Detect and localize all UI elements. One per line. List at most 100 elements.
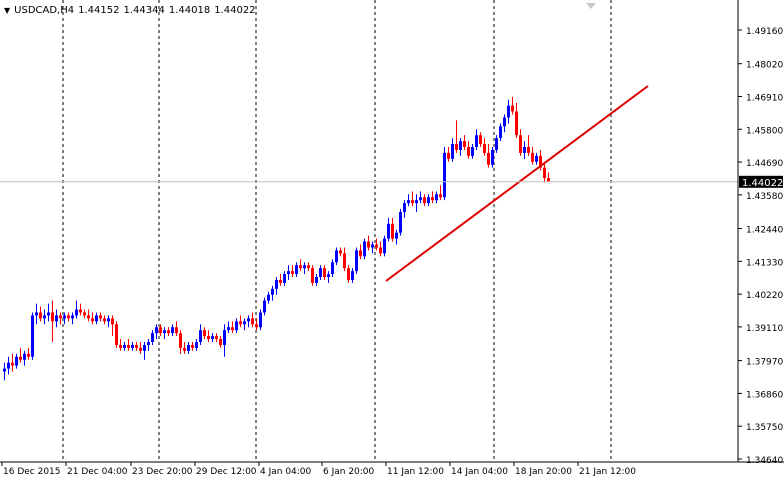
time-tick-label: 23 Dec 20:00: [132, 467, 193, 477]
candle-body: [271, 288, 274, 295]
candle-body: [403, 203, 406, 212]
candle: [499, 123, 502, 142]
candle-body: [323, 268, 326, 277]
candle: [219, 336, 222, 348]
candle-body: [127, 344, 130, 348]
candle-body: [463, 141, 466, 147]
price-tick-label: 1.37970: [746, 358, 783, 368]
candle-body: [443, 152, 446, 198]
candle: [371, 241, 374, 254]
candle-body: [227, 327, 230, 331]
candle-body: [291, 271, 294, 275]
candle: [23, 350, 26, 366]
candle: [31, 312, 34, 360]
candle-body: [459, 141, 462, 150]
candle: [475, 129, 478, 150]
price-axis[interactable]: 1.49160 1.48020 1.46910 1.45800 1.44690 1.435…: [738, 27, 783, 466]
candle-body: [395, 232, 398, 239]
candle-body: [387, 223, 390, 239]
triangle-down-icon[interactable]: ▼: [4, 6, 11, 15]
candle-body: [359, 250, 362, 257]
candle: [127, 339, 130, 351]
candle-body: [79, 309, 82, 313]
candle-body: [347, 268, 350, 280]
time-tick-label: 18 Jan 20:00: [515, 467, 572, 477]
price-tick-label: 1.36860: [746, 390, 783, 400]
candle-body: [39, 312, 42, 319]
candle-body: [439, 194, 442, 198]
candle-body: [175, 327, 178, 334]
candle-body: [95, 315, 98, 322]
candle-body: [139, 347, 142, 351]
candle: [151, 330, 154, 345]
candle: [291, 265, 294, 277]
candle-body: [155, 327, 158, 334]
candle: [91, 312, 94, 325]
candle: [11, 353, 14, 372]
candle-body: [283, 274, 286, 283]
candle-body: [383, 238, 386, 254]
time-tick-label: 21 Jan 12:00: [579, 467, 636, 477]
candle: [75, 300, 78, 319]
candle: [59, 312, 62, 325]
candle: [443, 147, 446, 201]
candle-body: [23, 353, 26, 360]
grid-layer: [62, 0, 612, 462]
candle-body: [435, 194, 438, 201]
candle-body: [503, 117, 506, 127]
candle-body: [455, 144, 458, 150]
candle-body: [151, 333, 154, 342]
candle: [255, 318, 258, 331]
candle-body: [483, 144, 486, 153]
price-tick-label: 1.34640: [746, 456, 783, 466]
candle: [211, 333, 214, 342]
candle-body: [51, 312, 54, 322]
candle-body: [235, 321, 238, 331]
symbol-timeframe: USDCAD,H4: [14, 5, 75, 16]
candle: [391, 217, 394, 242]
candle-body: [255, 324, 258, 328]
candle: [71, 312, 74, 325]
candle-body: [103, 318, 106, 322]
candle: [95, 312, 98, 325]
candle: [507, 99, 510, 124]
candle-body: [75, 309, 78, 316]
candle-body: [331, 262, 334, 275]
candle: [315, 274, 318, 286]
candle: [367, 235, 370, 251]
candle: [215, 333, 218, 342]
candle: [483, 138, 486, 156]
candle: [351, 268, 354, 283]
current-price-label: 1.44022: [742, 178, 783, 189]
candle-body: [115, 324, 118, 345]
candle: [523, 141, 526, 159]
candle: [55, 309, 58, 328]
candle: [387, 217, 390, 242]
candle: [527, 135, 530, 156]
chart-shift-marker-icon[interactable]: [586, 3, 596, 9]
candle-body: [203, 330, 206, 337]
candle: [271, 285, 274, 301]
time-axis[interactable]: 16 Dec 2015 21 Dec 04:00 23 Dec 20:00 29 De…: [1, 462, 636, 477]
candle-body: [343, 253, 346, 269]
candle-body: [143, 344, 146, 351]
candle-body: [243, 321, 246, 325]
candle-body: [107, 318, 110, 322]
candle-body: [219, 339, 222, 345]
candle: [355, 247, 358, 275]
candle-body: [191, 344, 194, 348]
candle-body: [547, 178, 550, 182]
candle: [375, 238, 378, 251]
candle-body: [67, 315, 70, 319]
candle-body: [47, 312, 50, 316]
candle-body: [531, 152, 534, 162]
candle-body: [123, 344, 126, 348]
candle-body: [515, 111, 518, 136]
candle: [279, 274, 282, 286]
candle-body: [303, 265, 306, 269]
candle-body: [379, 247, 382, 254]
trendline[interactable]: [385, 85, 649, 282]
candle-body: [59, 315, 62, 319]
